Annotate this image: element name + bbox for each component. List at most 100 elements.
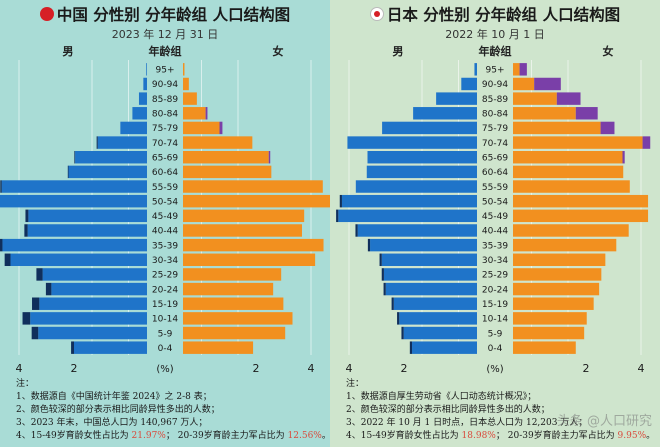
china-x-tick: 4 (16, 362, 23, 375)
china-core-share: 12.56% (287, 431, 322, 441)
japan-male-excess-bar (336, 209, 339, 223)
japan-age-label: 80-84 (482, 110, 508, 120)
japan-male-bar (347, 136, 477, 149)
china-female-bar (183, 77, 189, 91)
japan-male-excess-bar (383, 282, 386, 296)
japan-x-tick: 2 (583, 362, 590, 375)
china-x-tick: 2 (71, 362, 78, 375)
japan-note-4-b: ； 20-39岁育龄主力军占比为 (495, 431, 618, 441)
japan-male-bar (436, 92, 477, 105)
china-male-excess-bar (31, 326, 39, 340)
china-male-excess-bar (71, 341, 74, 354)
japan-x-tick: 4 (346, 362, 353, 375)
japan-male-excess-bar (397, 312, 400, 325)
japan-female-bar (513, 194, 649, 208)
japan-note-1: 1、数据源自厚生劳动省《人口动态统计概况》； (346, 392, 537, 402)
china-male-excess-bar (67, 165, 69, 179)
japan-female-bar (513, 341, 576, 354)
china-female-excess-bar (205, 107, 208, 120)
china-title-text: 中国 分性别 分年龄组 人口结构图 (56, 6, 291, 24)
japan-male-excess-bar (381, 268, 384, 281)
japan-female-bar (513, 136, 643, 149)
japan-male-bar (412, 341, 477, 354)
china-age-label: 50-54 (152, 197, 178, 207)
china-female-bar (183, 209, 305, 223)
china-male-bar (138, 92, 147, 105)
china-male-bar (146, 63, 147, 76)
china-male-excess-bar (0, 238, 3, 252)
china-age-label: 70-74 (152, 139, 178, 149)
japan-age-label: 0-4 (488, 344, 503, 354)
china-female-bar (183, 180, 323, 193)
japan-female-excess-bar (556, 92, 581, 105)
japan-male-bar (393, 297, 477, 310)
japan-male-bar (341, 194, 477, 208)
china-male-excess-bar (45, 282, 52, 296)
japan-male-bar (357, 224, 477, 237)
japan-female-excess-bar (519, 63, 527, 76)
china-age-label: 0-4 (158, 344, 173, 354)
japan-female-bar (513, 165, 624, 179)
china-note-2: 2、颜色较深的部分表示相比同龄异性多出的人数； (16, 405, 220, 415)
japan-right-label: 女 (603, 44, 614, 58)
japan-notes: 注： 1、数据源自厚生劳动省《人口动态统计概况》； 2、颜色较深的部分表示相比同… (346, 378, 658, 443)
japan-age-label: 55-59 (482, 183, 508, 193)
china-male-bar (51, 282, 148, 296)
china-male-bar (42, 268, 147, 281)
japan-x-tick: 4 (638, 362, 645, 375)
japan-male-bar (381, 253, 477, 266)
china-male-excess-bar (36, 268, 43, 281)
japan-female-excess-bar (600, 121, 615, 135)
china-age-label: 65-69 (152, 153, 178, 163)
china-male-bar (1, 180, 148, 193)
china-female-bar (183, 151, 269, 164)
japan-age-label: 70-74 (482, 139, 508, 149)
japan-age-label: 20-24 (482, 285, 508, 295)
china-age-label: 60-64 (152, 168, 178, 178)
china-female-bar (183, 341, 254, 354)
japan-male-bar (403, 326, 477, 340)
japan-note-4-a: 4、15-49岁育龄女性占比为 (346, 431, 462, 441)
china-female-bar (183, 224, 302, 237)
china-male-bar (132, 107, 147, 120)
japan-age-label: 45-49 (482, 212, 508, 222)
china-male-excess-bar (24, 224, 28, 237)
japan-age-label: 75-79 (482, 124, 508, 134)
china-male-bar (10, 253, 147, 266)
china-age-label: 10-14 (152, 315, 178, 325)
japan-male-excess-bar (367, 238, 371, 252)
japan-female-bar (513, 268, 602, 281)
china-male-excess-bar (4, 253, 11, 266)
china-note-1: 1、数据源自《中国统计年鉴 2024》之 2-8 表； (16, 392, 212, 402)
china-left-label: 男 (63, 45, 74, 58)
japan-female-bar (513, 209, 649, 223)
japan-female-bar (513, 326, 585, 340)
japan-male-excess-bar (339, 194, 342, 208)
japan-female-bar (513, 121, 601, 135)
japan-flag-icon (369, 7, 384, 21)
china-male-excess-bar (96, 136, 98, 149)
japan-female-excess-bar (642, 136, 651, 149)
china-fertile-share: 21.97% (131, 431, 166, 441)
japan-male-excess-bar (409, 341, 413, 354)
japan-female-bar (513, 253, 606, 266)
china-female-bar (183, 238, 324, 252)
japan-age-label: 85-89 (482, 95, 508, 105)
china-age-label: 55-59 (152, 183, 178, 193)
china-male-bar (28, 209, 147, 223)
japan-age-label: 90-94 (482, 80, 508, 90)
japan-male-bar (367, 151, 477, 164)
japan-male-excess-bar (355, 224, 358, 237)
japan-female-bar (513, 297, 594, 310)
japan-male-bar (382, 121, 477, 135)
china-age-label: 95+ (156, 66, 175, 76)
china-x-tick: 4 (308, 362, 315, 375)
japan-note-header: 注： (346, 379, 365, 389)
japan-age-label: 50-54 (482, 197, 508, 207)
japan-title-text: 日本 分性别 分年龄组 人口结构图 (386, 6, 621, 24)
japan-female-excess-bar (534, 77, 561, 91)
china-note-3: 3、2023 年末，中国总人口为 140,967 万人； (16, 418, 208, 428)
japan-chart-title: 日本 分性别 分年龄组 人口结构图 (330, 3, 660, 25)
japan-male-excess-bar (391, 297, 394, 310)
japan-male-bar (413, 107, 477, 120)
